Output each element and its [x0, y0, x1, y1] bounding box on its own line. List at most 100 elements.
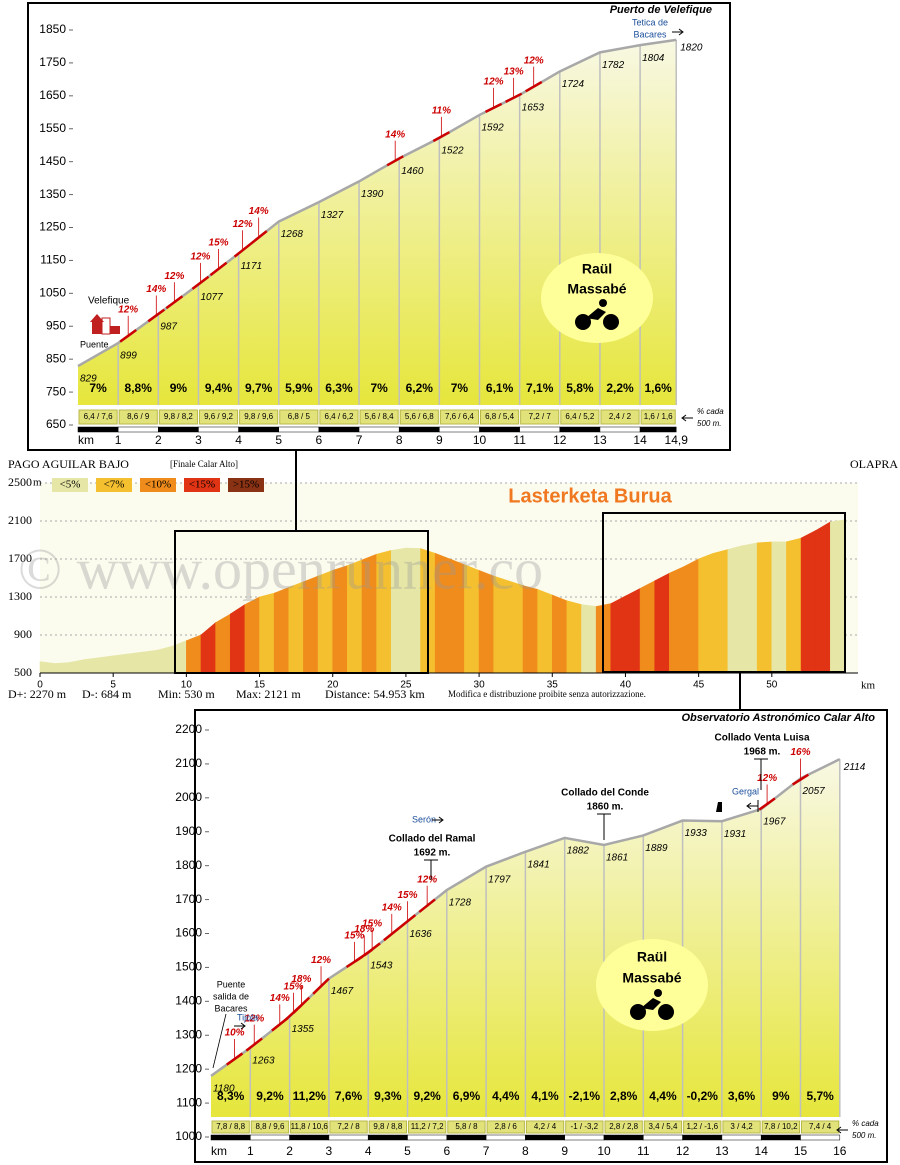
elevation-label: 1460	[401, 166, 424, 177]
chart-title: Observatorio Astronómico Calar Alto	[681, 712, 875, 724]
annotation: Velefique	[88, 296, 130, 307]
steep-label: 14%	[270, 993, 290, 1004]
y-tick-label: 1900	[175, 824, 202, 838]
gradient-label: 9,3%	[374, 1089, 402, 1103]
elevation-label: 1931	[724, 829, 746, 840]
gradient-label: 9,2%	[413, 1089, 441, 1103]
x-tick-label: 50	[766, 680, 778, 691]
km-bar	[760, 1134, 801, 1141]
y-tick-label: 1550	[39, 121, 66, 135]
split-cell	[447, 1120, 486, 1134]
x-tick-label: 14,9	[665, 433, 689, 447]
author-badge: Raül Massabé	[541, 253, 653, 343]
km-bar	[479, 426, 520, 433]
annotation: Collado Venta Luisa	[714, 733, 809, 744]
profile-segment	[771, 541, 787, 674]
split-label: 9,8 / 9,6	[244, 412, 273, 421]
legend-swatch	[52, 478, 88, 492]
steep-label: 15%	[344, 930, 364, 941]
x-tick-label: 2	[286, 1144, 293, 1158]
y-tick-label: 2100	[8, 513, 32, 527]
y-tick-label: 1600	[175, 926, 202, 940]
split-cell	[722, 1120, 761, 1134]
annotation: 1692 m.	[414, 848, 451, 859]
km-bar	[525, 1134, 565, 1141]
steep-label: 11%	[432, 105, 451, 116]
x-tick-label: 4	[365, 1144, 372, 1158]
split-cell	[368, 1120, 408, 1134]
village-icon	[90, 314, 120, 335]
y-tick-label: 1500	[175, 960, 202, 974]
gradient-label: 7%	[89, 381, 107, 395]
steep-label: 14%	[249, 206, 269, 217]
split-label: 7,6 / 6,4	[445, 412, 474, 421]
x-tick-label: 6	[443, 1144, 450, 1158]
steep-label: 12%	[757, 773, 777, 784]
split-cell	[761, 1120, 801, 1134]
gradient-label: 7%	[451, 381, 469, 395]
x-tick-label: 11	[637, 1144, 650, 1158]
y-tick-label: 1700	[8, 551, 32, 565]
profile-segment	[156, 646, 173, 674]
split-label: 5,8 / 8	[455, 1122, 478, 1131]
steep-label: 18%	[291, 974, 311, 985]
split-label: 7,2 / 7	[529, 412, 552, 421]
gradient-label: 9%	[170, 381, 188, 395]
profile-segment	[815, 521, 831, 674]
stat: Max: 2121 m	[236, 687, 301, 701]
split-cell	[329, 1120, 368, 1134]
split-label: 6,4 / 6,2	[325, 412, 354, 421]
legend-title: [Finale Calar Alto]	[170, 459, 238, 469]
y-tick-label: 2100	[175, 756, 202, 770]
split-cell	[480, 409, 520, 425]
steep-label: 12%	[244, 1013, 264, 1024]
steep-label: 15%	[284, 981, 304, 992]
x-tick-label: 13	[715, 1144, 729, 1158]
author: Raül	[637, 949, 667, 965]
steep-label: 15%	[362, 918, 382, 929]
km-bar	[407, 1134, 448, 1141]
km-bar	[367, 1134, 408, 1141]
annotation: % cada	[852, 1119, 879, 1128]
split-cell	[158, 409, 198, 425]
split-cell	[359, 409, 399, 425]
steep-label: 10%	[225, 1028, 245, 1039]
elevation-label: 1263	[252, 1055, 275, 1066]
km-bar	[117, 426, 159, 433]
km-bar	[599, 426, 641, 433]
elevation-label: 1882	[567, 845, 590, 856]
annotation: Collado del Ramal	[389, 834, 476, 845]
annotation: Tetica de	[632, 17, 668, 27]
annotation: Puente	[217, 979, 246, 989]
y-tick-label: 900	[14, 627, 32, 641]
steep-label: 12%	[233, 219, 253, 230]
km-bar	[643, 1134, 683, 1141]
elevation-label: 1933	[685, 828, 708, 839]
annotation: 1860 m.	[587, 802, 624, 813]
km-bar	[77, 426, 119, 433]
elevation-label: 1889	[645, 843, 668, 854]
arrow	[836, 1126, 848, 1134]
x-tick-label: 5	[110, 680, 116, 691]
split-cell	[640, 409, 676, 425]
split-label: 9,6 / 9,2	[204, 412, 233, 421]
km-bar	[800, 1134, 841, 1141]
km-bar	[559, 426, 601, 433]
marker	[597, 813, 611, 840]
x-tick-label: 5	[275, 433, 282, 447]
x-tick-label: 35	[547, 680, 559, 691]
split-cell	[408, 1120, 447, 1134]
end-label: OLAPRA	[850, 457, 898, 471]
km-bar	[238, 426, 280, 433]
profile-segment	[171, 640, 187, 674]
y-tick-label: 1250	[39, 220, 66, 234]
x-tick-label: 14	[633, 433, 647, 447]
y-tick-label: 950	[46, 318, 66, 332]
legend-swatch	[228, 478, 264, 492]
gradient-label: 9,4%	[205, 381, 233, 395]
y-tick-label: 1000	[175, 1129, 202, 1143]
split-label: 3 / 4,2	[730, 1122, 753, 1131]
marker	[754, 758, 768, 790]
x-tick-label: 6	[316, 433, 323, 447]
